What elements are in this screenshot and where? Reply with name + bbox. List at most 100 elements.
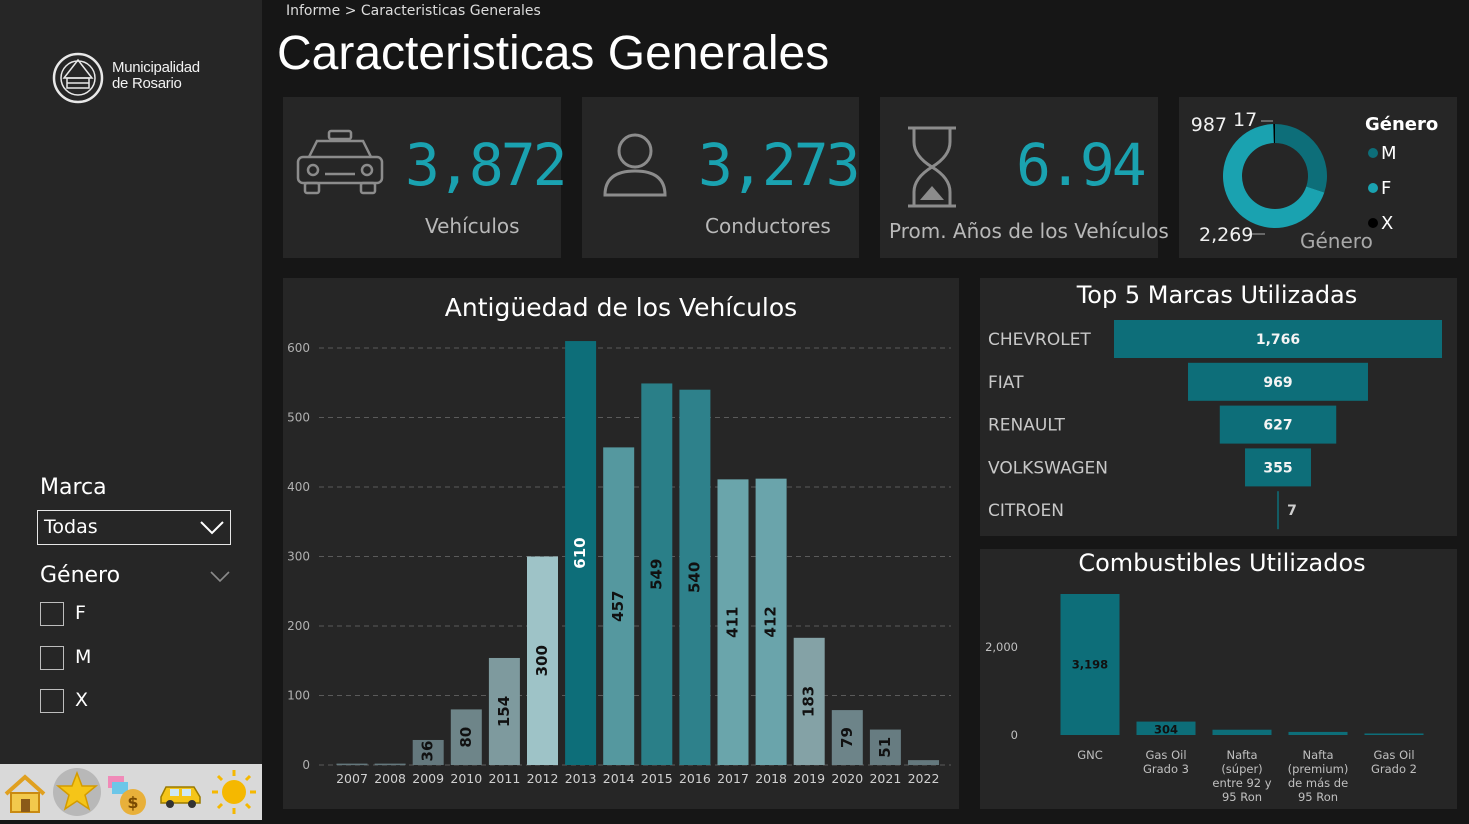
donut-legend-title: Género	[1365, 114, 1438, 135]
bar-data-label-2017: 411	[724, 607, 742, 638]
y-tick-label: 100	[287, 689, 310, 703]
bar-data-label-2009: 36	[419, 741, 437, 762]
bar-2021[interactable]	[869, 729, 901, 765]
checkbox-m[interactable]	[40, 646, 64, 670]
kpi-card-prom-anios: 6.94 Prom. Años de los Vehículos	[880, 97, 1169, 258]
legend-label-f[interactable]: F	[1381, 178, 1391, 199]
bar-data-label-2019: 183	[800, 686, 818, 717]
fuel-bar-3[interactable]	[1288, 731, 1348, 735]
donut-bottom-label: Género	[1300, 229, 1373, 253]
logo-line1: Municipalidad	[112, 59, 200, 76]
fuel-y-tick: 0	[1011, 728, 1018, 742]
funnel-bar-renault[interactable]	[1219, 405, 1337, 444]
funnel-bar-fiat[interactable]	[1188, 362, 1368, 401]
x-tick-2007: 2007	[336, 771, 368, 786]
x-tick-2014: 2014	[603, 771, 635, 786]
bar-2016[interactable]	[679, 389, 711, 765]
funnel-bar-chevrolet[interactable]	[1114, 320, 1442, 358]
fuel-x-label-2: entre 92 y	[1212, 776, 1271, 790]
rosario-seal-icon	[52, 52, 104, 104]
donut-label-m: 987	[1191, 114, 1227, 136]
funnel-bar-citroen[interactable]	[1277, 491, 1279, 530]
bar-2017[interactable]	[717, 479, 749, 765]
y-tick-label: 200	[287, 619, 310, 633]
marca-selected-value: Todas	[44, 516, 98, 538]
x-tick-2011: 2011	[488, 771, 520, 786]
fuel-bar-0[interactable]	[1060, 594, 1120, 735]
bar-data-label-2012: 300	[533, 645, 551, 676]
kpi-card-conductores: 3,273 Conductores	[582, 97, 861, 258]
x-tick-2019: 2019	[793, 771, 825, 786]
bar-data-label-2011: 154	[495, 696, 513, 727]
bar-2010[interactable]	[450, 709, 482, 765]
bar-2008[interactable]	[374, 763, 406, 766]
funnel-value-citroen: 7	[1287, 503, 1297, 519]
funnel-label-volkswagen: VOLKSWAGEN	[988, 458, 1108, 478]
breadcrumb-root[interactable]: Informe	[286, 3, 341, 19]
bar-2009[interactable]	[412, 739, 444, 765]
funnel-bar-volkswagen[interactable]	[1245, 448, 1311, 487]
funnel-label-citroen: CITROEN	[988, 501, 1064, 521]
fuel-x-label-3: 95 Ron	[1298, 790, 1338, 804]
bottom-nav: $	[0, 764, 262, 820]
bar-data-label-2013: 610	[571, 537, 589, 568]
bar-2013[interactable]	[565, 341, 597, 765]
fuel-bar-2[interactable]	[1212, 729, 1272, 735]
breadcrumb-current: Caracteristicas Generales	[360, 3, 541, 19]
donut-slice-x[interactable]	[1273, 124, 1275, 144]
funnel-label-chevrolet: CHEVROLET	[988, 330, 1091, 350]
nav-star-button[interactable]	[52, 764, 102, 820]
legend-label-m[interactable]: M	[1381, 143, 1397, 164]
vehiculos-label: Vehículos	[425, 214, 520, 238]
municipalidad-logo: Municipalidad de Rosario	[52, 46, 212, 112]
bar-data-label-2021: 51	[876, 737, 894, 758]
x-tick-2010: 2010	[450, 771, 482, 786]
donut-slice-m[interactable]	[1275, 124, 1327, 193]
sidebar: Municipalidad de Rosario Marca Todas Gén…	[0, 0, 262, 820]
breadcrumb: Informe > Caracteristicas Generales	[286, 3, 541, 19]
bar-2014[interactable]	[603, 447, 635, 765]
donut-label-f: 2,269	[1199, 224, 1253, 246]
x-tick-2012: 2012	[527, 771, 559, 786]
x-tick-2015: 2015	[641, 771, 673, 786]
y-tick-label: 400	[287, 480, 310, 494]
bar-2019[interactable]	[793, 637, 825, 765]
marcas-chart-title: Top 5 Marcas Utilizadas	[1076, 281, 1358, 309]
genero-slicer-title: Género	[40, 563, 121, 588]
x-tick-2018: 2018	[755, 771, 787, 786]
nav-money-button[interactable]: $	[104, 764, 154, 820]
checkbox-label-m: M	[75, 646, 92, 668]
nav-taxi-button[interactable]	[156, 764, 206, 820]
checkbox-f[interactable]	[40, 602, 64, 626]
bar-2007[interactable]	[336, 763, 368, 766]
collapse-chevron-icon[interactable]	[209, 570, 231, 584]
kpi-card-vehiculos: 3,872 Vehículos	[283, 97, 568, 258]
x-tick-2016: 2016	[679, 771, 711, 786]
bar-2011[interactable]	[488, 657, 520, 765]
logo-line2: de Rosario	[112, 75, 182, 92]
funnel-value-renault: 627	[1263, 418, 1292, 434]
marcas-chart-card: Top 5 Marcas Utilizadas CHEVROLET 1,766 FIA…	[980, 278, 1457, 536]
x-tick-2013: 2013	[565, 771, 597, 786]
bar-2018[interactable]	[755, 478, 787, 765]
fuel-bar-1[interactable]	[1136, 721, 1196, 735]
fuel-bar-4[interactable]	[1364, 733, 1424, 736]
fuel-data-label-0: 3,198	[1072, 658, 1108, 672]
nav-sun-button[interactable]	[208, 764, 258, 820]
checkbox-x[interactable]	[40, 689, 64, 713]
bar-2015[interactable]	[641, 383, 673, 765]
donut-slice-f[interactable]	[1223, 124, 1325, 229]
y-tick-label: 300	[287, 550, 310, 564]
bar-2012[interactable]	[527, 556, 558, 766]
bar-2020[interactable]	[831, 710, 863, 765]
marca-dropdown[interactable]: Todas	[37, 510, 231, 545]
antiguedad-chart-title: Antigüedad de los Vehículos	[445, 293, 797, 322]
bar-data-label-2015: 549	[647, 559, 665, 590]
donut-label-x: 17	[1233, 109, 1257, 131]
bar-2022[interactable]	[908, 760, 939, 765]
legend-label-x[interactable]: X	[1381, 213, 1393, 234]
nav-home-button[interactable]	[0, 764, 50, 820]
funnel-value-chevrolet: 1,766	[1256, 332, 1300, 348]
person-icon	[603, 133, 667, 197]
marcas-funnel-chart: Top 5 Marcas Utilizadas CHEVROLET 1,766 FIA…	[988, 281, 1442, 530]
